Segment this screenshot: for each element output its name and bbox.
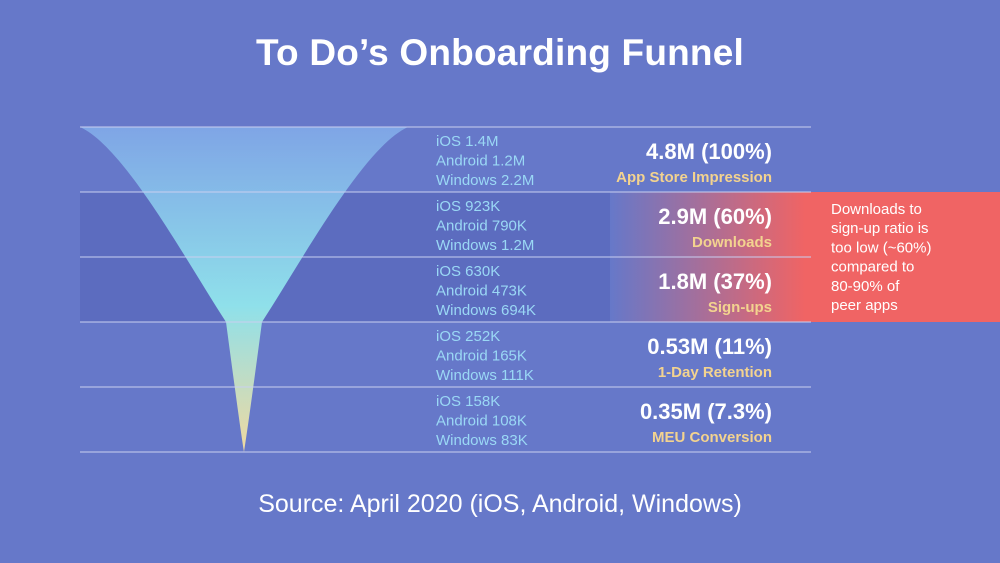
stage-label: MEU Conversion (652, 429, 772, 446)
stage-total: 0.35M (7.3%) (640, 399, 772, 424)
funnel-stage: iOS 630K Android 473K Windows 694K 1.8M (37… (436, 263, 772, 319)
funnel-stage: iOS 158K Android 108K Windows 83K 0.35M (7.… (436, 393, 772, 449)
callout-line: peer apps (831, 297, 898, 314)
platform-count: Android 1.2M (436, 153, 525, 170)
callout-line: compared to (831, 259, 914, 276)
funnel-stage: iOS 252K Android 165K Windows 111K 0.53M (1… (436, 328, 772, 384)
callout-line: 80-90% of (831, 278, 900, 295)
platform-count: Android 790K (436, 218, 527, 235)
platform-count: Windows 111K (436, 367, 534, 384)
funnel-shape (80, 127, 408, 452)
platform-count: Windows 2.2M (436, 172, 534, 189)
stage-label: 1-Day Retention (658, 364, 772, 381)
stage-total: 0.53M (11%) (647, 334, 772, 359)
source-note: Source: April 2020 (iOS, Android, Window… (258, 490, 742, 518)
stage-total: 1.8M (37%) (658, 269, 772, 294)
stage-total: 4.8M (100%) (646, 139, 772, 164)
callout-line: too low (~60%) (831, 239, 931, 256)
funnel-stage: iOS 923K Android 790K Windows 1.2M 2.9M (60… (436, 198, 772, 254)
stage-total: 2.9M (60%) (658, 204, 772, 229)
stage-label: Sign-ups (708, 299, 772, 316)
callout-text: Downloads to sign-up ratio is too low (~60… (831, 201, 931, 314)
callout-line: Downloads to (831, 201, 922, 218)
platform-count: Android 473K (436, 283, 527, 300)
page-title: To Do’s Onboarding Funnel (255, 32, 744, 73)
stage-label: App Store Impression (616, 169, 772, 186)
platform-count: iOS 923K (436, 198, 500, 215)
stage-label: Downloads (692, 234, 772, 251)
platform-count: iOS 252K (436, 328, 500, 345)
platform-count: Android 108K (436, 413, 527, 430)
funnel-stage: iOS 1.4M Android 1.2M Windows 2.2M 4.8M (10… (436, 133, 772, 189)
platform-count: Windows 694K (436, 302, 536, 319)
platform-count: Windows 83K (436, 432, 528, 449)
platform-count: Android 165K (436, 348, 527, 365)
platform-count: iOS 158K (436, 393, 500, 410)
callout-line: sign-up ratio is (831, 220, 929, 237)
platform-count: iOS 1.4M (436, 133, 499, 150)
platform-count: iOS 630K (436, 263, 500, 280)
platform-count: Windows 1.2M (436, 237, 534, 254)
